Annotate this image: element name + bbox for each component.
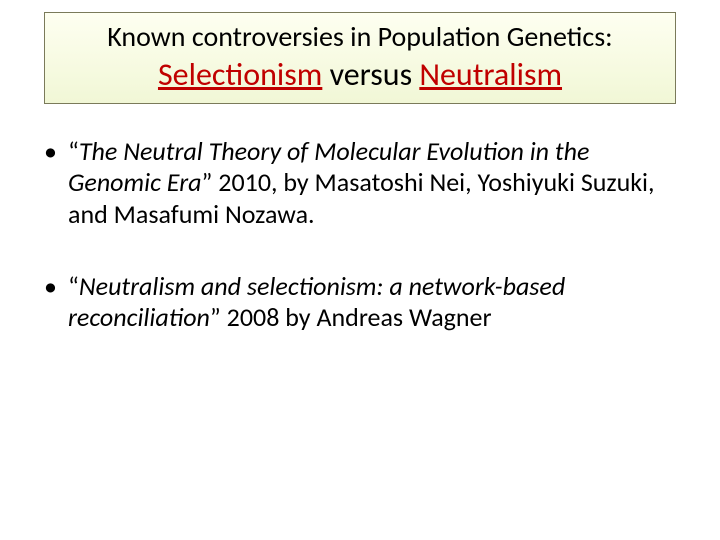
slide-body: “The Neutral Theory of Molecular Evoluti… bbox=[34, 136, 686, 335]
title-word-neutralism: Neutralism bbox=[419, 55, 562, 94]
bullet-rest: ” 2008 by Andreas Wagner bbox=[210, 301, 492, 333]
list-item: “Neutralism and selectionism: a network-… bbox=[34, 271, 686, 334]
bullet-quote-open: “ bbox=[68, 270, 79, 302]
title-word-selectionism: Selectionism bbox=[158, 55, 322, 94]
title-line2: Selectionism versus Neutralism bbox=[57, 54, 663, 96]
bullet-list: “The Neutral Theory of Molecular Evoluti… bbox=[34, 136, 686, 335]
bullet-quote-open: “ bbox=[68, 135, 79, 167]
title-box: Known controversies in Population Geneti… bbox=[44, 12, 676, 104]
title-line1: Known controversies in Population Geneti… bbox=[57, 19, 663, 54]
list-item: “The Neutral Theory of Molecular Evoluti… bbox=[34, 136, 686, 231]
slide: Known controversies in Population Geneti… bbox=[0, 0, 720, 540]
title-versus: versus bbox=[322, 55, 419, 94]
